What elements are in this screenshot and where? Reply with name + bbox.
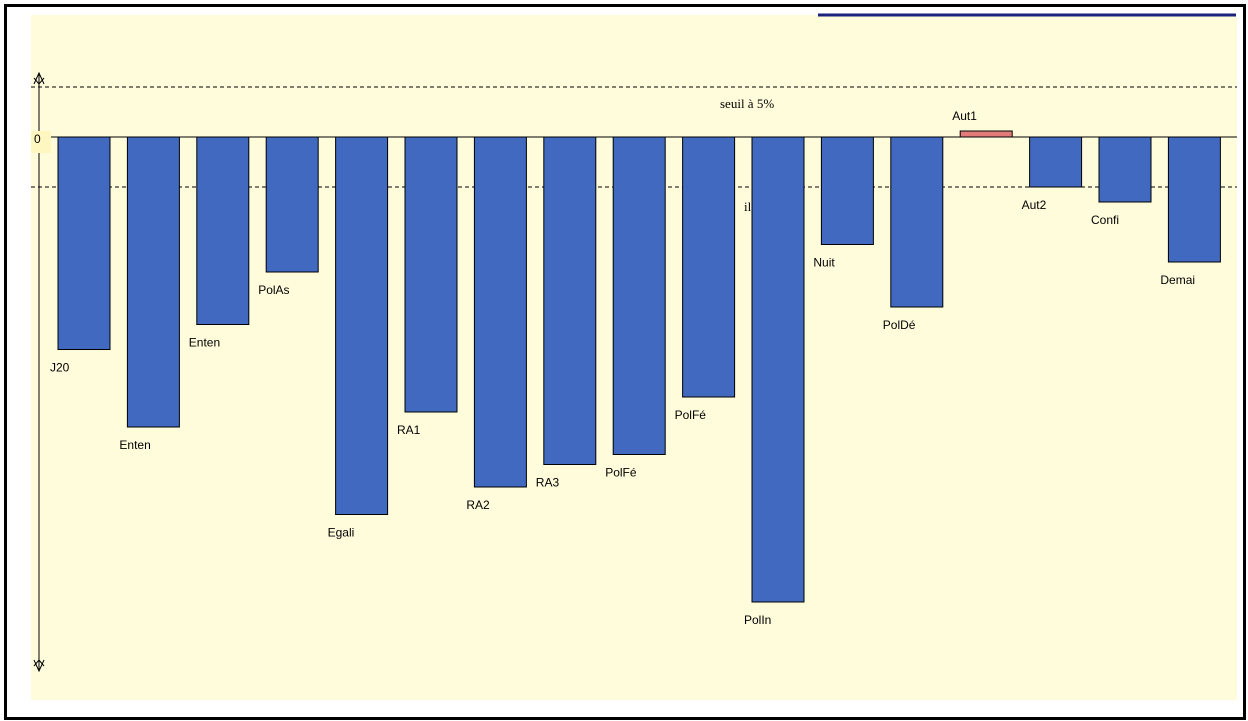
bar-11: [751, 136, 805, 603]
bar-12: [820, 136, 874, 245]
bar-label-8: RA3: [536, 476, 560, 490]
bar-15: [1029, 136, 1083, 188]
bar-label-14: Aut1: [952, 109, 977, 123]
bar-label-5: Egali: [328, 526, 355, 540]
bar-label-13: PolDé: [883, 318, 916, 332]
bar-9: [612, 136, 666, 455]
bar-label-6: RA1: [397, 423, 421, 437]
bar-4: [265, 136, 319, 273]
bar-3: [196, 136, 250, 325]
bar-5: [335, 136, 389, 515]
y-axis-arrow-up-tail-icon: [33, 77, 45, 85]
bar-label-17: Demai: [1160, 273, 1195, 287]
bar-2: [126, 136, 180, 428]
bar-label-7: RA2: [466, 498, 490, 512]
zero-label: 0: [34, 132, 41, 146]
bar-6: [404, 136, 458, 413]
bar-label-1: J20: [50, 361, 70, 375]
bar-13: [890, 136, 944, 308]
chart-frame: 0 seuil à 5% il J20 Enten Enten PolAs Egali RA1 R…: [4, 4, 1246, 720]
y-axis-arrow-down-tail-icon: [33, 659, 45, 667]
bar-7: [473, 136, 527, 488]
bar-1: [57, 136, 111, 350]
bar-label-4: PolAs: [258, 283, 289, 297]
bar-label-16: Confi: [1091, 213, 1119, 227]
threshold-label-fragment: il: [744, 199, 752, 214]
bar-label-11: PolIn: [744, 613, 771, 627]
bar-label-2: Enten: [119, 438, 150, 452]
bar-label-9: PolFé: [605, 466, 637, 480]
bar-label-3: Enten: [189, 336, 220, 350]
bar-10: [682, 136, 736, 398]
bar-label-15: Aut2: [1022, 198, 1047, 212]
bar-14: [959, 130, 1013, 138]
bar-chart: 0 seuil à 5% il J20 Enten Enten PolAs Egali RA1 R…: [31, 13, 1237, 700]
threshold-label: seuil à 5%: [720, 96, 774, 111]
bar-16: [1098, 136, 1152, 203]
bar-8: [543, 136, 597, 465]
bar-label-10: PolFé: [675, 408, 707, 422]
bar-label-12: Nuit: [813, 256, 835, 270]
bar-17: [1167, 136, 1221, 263]
zero-label-background: [31, 131, 51, 153]
